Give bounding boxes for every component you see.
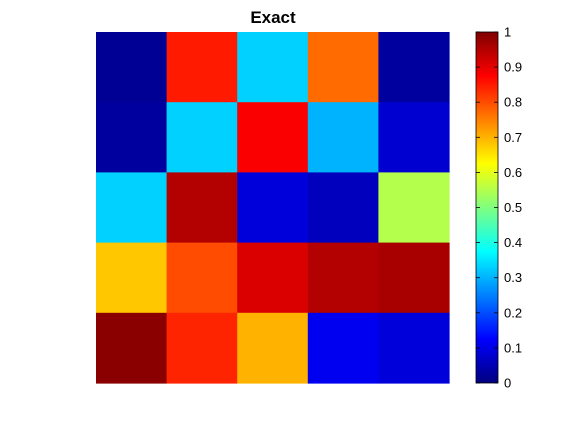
colorbar-tick-label: 0.2 [504, 305, 522, 320]
heatmap-cell-r5-c5 [378, 312, 450, 384]
heatmap-cell-r5-c2 [166, 312, 238, 384]
heatmap-cell-r1-c2 [166, 32, 238, 103]
heatmap-cell-r5-c4 [307, 312, 379, 384]
heatmap-cell-r3-c1 [96, 172, 168, 244]
heatmap-cell-r4-c4 [307, 242, 379, 314]
heatmap-cell-r5-c3 [237, 312, 309, 384]
heatmap-cell-r4-c1 [96, 242, 168, 314]
heatmap-cells [96, 32, 450, 384]
colorbar-tick-label: 0 [504, 376, 511, 391]
heatmap-cell-r4-c3 [237, 242, 309, 314]
heatmap-cell-r3-c3 [237, 172, 309, 244]
heatmap-cell-r5-c1 [96, 312, 168, 384]
chart-title: Exact [250, 8, 296, 27]
heatmap-cell-r4-c2 [166, 242, 238, 314]
colorbar-ticks: 0 0.1 0.2 0.3 0.4 0.5 0.6 0.7 0.8 0.9 1 [476, 25, 522, 391]
heatmap-cell-r1-c5 [378, 32, 450, 103]
heatmap-cell-r1-c1 [96, 32, 168, 103]
colorbar-tick-label: 0.6 [504, 165, 522, 180]
colorbar-tick-label: 0.1 [504, 340, 522, 355]
colorbar-tick-label: 0.8 [504, 95, 522, 110]
heatmap-cell-r3-c2 [166, 172, 238, 244]
heatmap-cell-r1-c4 [307, 32, 379, 103]
colorbar-tick-label: 0.5 [504, 200, 522, 215]
colorbar-tick-label: 1 [504, 25, 511, 40]
heatmap-cell-r2-c5 [378, 102, 450, 173]
heatmap-cell-r3-c5 [378, 172, 450, 244]
heatmap-cell-r2-c4 [307, 102, 379, 173]
colorbar-tick-label: 0.3 [504, 270, 522, 285]
heatmap-cell-r3-c4 [307, 172, 379, 244]
heatmap-cell-r1-c3 [237, 32, 309, 103]
heatmap-cell-r2-c3 [237, 102, 309, 173]
colorbar-tick-label: 0.7 [504, 130, 522, 145]
colorbar-tick-label: 0.4 [504, 235, 522, 250]
heatmap-cell-r2-c1 [96, 102, 168, 173]
colorbar-tick-label: 0.9 [504, 60, 522, 75]
heatmap-cell-r4-c5 [378, 242, 450, 314]
heatmap-cell-r2-c2 [166, 102, 238, 173]
